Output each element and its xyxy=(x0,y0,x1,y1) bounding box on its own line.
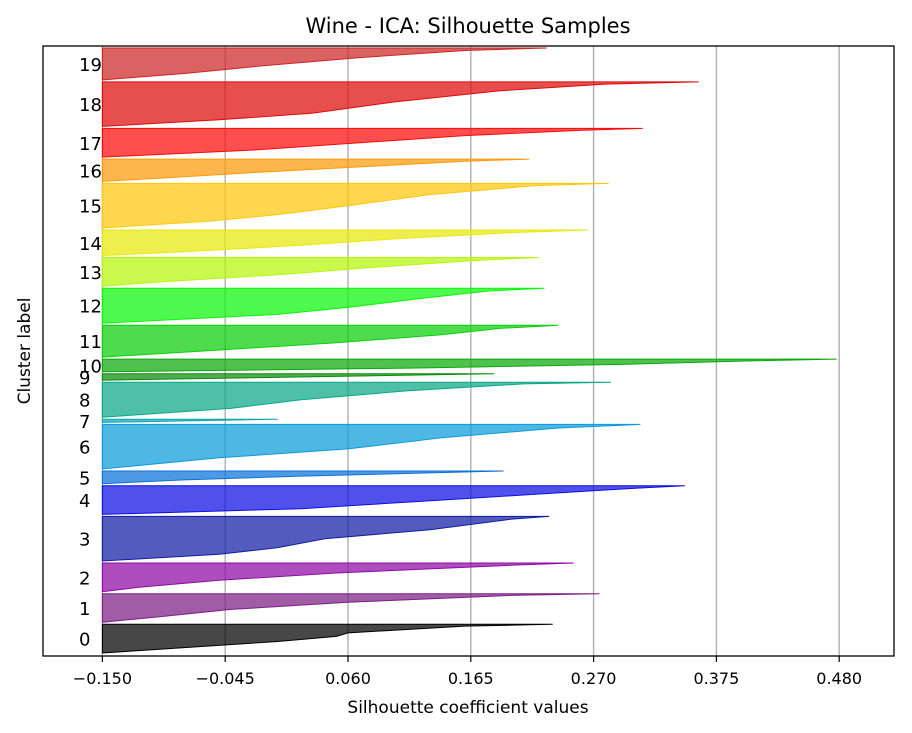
silhouette-cluster-12 xyxy=(101,287,545,324)
silhouette-cluster-5 xyxy=(101,470,504,485)
cluster-label-18: 18 xyxy=(79,95,102,116)
cluster-label-8: 8 xyxy=(79,391,90,412)
silhouette-cluster-7 xyxy=(101,418,278,423)
cluster-label-5: 5 xyxy=(79,468,90,489)
silhouette-cluster-8 xyxy=(101,381,612,418)
silhouette-areas xyxy=(101,47,837,654)
cluster-label-4: 4 xyxy=(79,491,90,512)
cluster-label-6: 6 xyxy=(79,438,90,459)
x-tick-label: 0.165 xyxy=(448,669,494,688)
silhouette-cluster-4 xyxy=(101,485,685,515)
silhouette-cluster-15 xyxy=(101,182,609,229)
cluster-label-3: 3 xyxy=(79,530,90,551)
cluster-label-19: 19 xyxy=(79,55,102,76)
x-tick-label: −0.045 xyxy=(196,669,255,688)
silhouette-cluster-2 xyxy=(101,562,574,593)
cluster-label-16: 16 xyxy=(79,161,102,182)
x-tick-label: 0.375 xyxy=(693,669,739,688)
silhouette-cluster-14 xyxy=(101,229,588,257)
cluster-label-10: 10 xyxy=(79,356,102,377)
cluster-label-9: 9 xyxy=(79,368,90,389)
x-tick-label: 0.060 xyxy=(325,669,371,688)
plot-frame xyxy=(42,45,895,657)
chart-title: Wine - ICA: Silhouette Samples xyxy=(305,14,630,38)
cluster-label-14: 14 xyxy=(79,234,102,255)
x-tick-label: −0.150 xyxy=(73,669,132,688)
silhouette-cluster-0 xyxy=(101,623,553,654)
silhouette-cluster-6 xyxy=(101,423,641,470)
silhouette-cluster-18 xyxy=(101,81,699,127)
silhouette-cluster-10 xyxy=(101,358,837,373)
silhouette-cluster-3 xyxy=(101,515,550,562)
silhouette-cluster-19 xyxy=(101,47,547,81)
silhouette-cluster-17 xyxy=(101,127,643,158)
silhouette-cluster-16 xyxy=(101,158,530,182)
cluster-label-15: 15 xyxy=(79,197,102,218)
y-axis-label: Cluster label xyxy=(15,298,35,405)
x-axis-ticks: −0.150 −0.045 0.060 0.165 0.270 0.375 0.480 xyxy=(73,656,862,688)
cluster-label-0: 0 xyxy=(79,630,90,651)
silhouette-cluster-11 xyxy=(101,324,559,358)
silhouette-cluster-13 xyxy=(101,257,539,287)
x-tick-label: 0.480 xyxy=(816,669,862,688)
silhouette-cluster-9 xyxy=(101,373,495,381)
cluster-label-17: 17 xyxy=(79,134,102,155)
cluster-label-7: 7 xyxy=(79,412,90,433)
cluster-label-12: 12 xyxy=(79,297,102,318)
x-tick-label: 0.270 xyxy=(571,669,617,688)
x-axis-label: Silhouette coefficient values xyxy=(347,698,588,718)
cluster-label-13: 13 xyxy=(79,263,102,284)
silhouette-cluster-1 xyxy=(101,593,600,623)
cluster-label-2: 2 xyxy=(79,568,90,589)
cluster-label-11: 11 xyxy=(79,332,102,353)
cluster-label-1: 1 xyxy=(79,599,90,620)
